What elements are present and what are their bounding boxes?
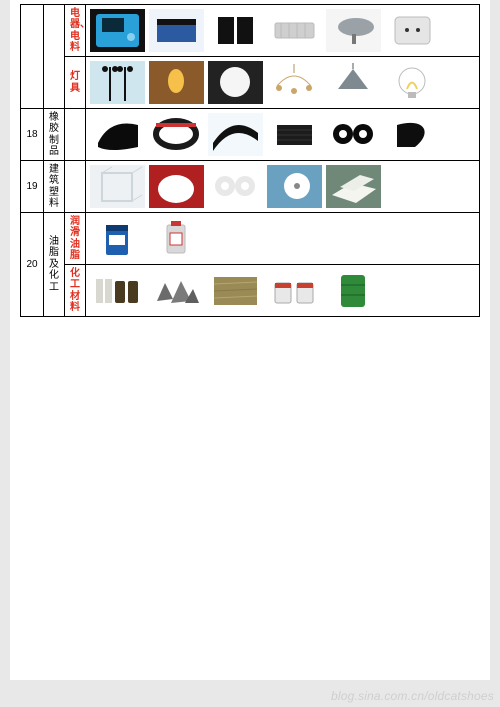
subcategory-name: 灯具 (65, 57, 86, 109)
ptfe-gaskets-thumb (208, 165, 263, 208)
table-row: 电器、电料 (21, 5, 480, 57)
wall-lamp-thumb (149, 61, 204, 104)
rubber-sheet-thumb (90, 113, 145, 156)
category-table: 电器、电料灯具18橡胶制品19建筑塑料20油脂及化工润滑油脂化工材料 (20, 4, 480, 317)
empty-2-thumb (267, 217, 322, 260)
foam-boards-thumb (326, 165, 381, 208)
row-number: 20 (21, 213, 44, 317)
category-name: 油脂及化工 (44, 213, 65, 317)
row-number: 18 (21, 109, 44, 161)
acrylic-box-thumb (90, 165, 145, 208)
rubber-mat-thumb (267, 113, 322, 156)
image-cell (86, 109, 480, 161)
subcategory-name: 润滑油脂 (65, 213, 86, 265)
category-name (44, 5, 65, 109)
empty-1-thumb (208, 217, 263, 260)
terminal-block-blue-thumb (149, 9, 204, 52)
paint-cans-thumb (267, 269, 322, 312)
plastic-pellets-thumb (149, 165, 204, 208)
fiber-mat-thumb (208, 269, 263, 312)
crushed-stone-thumb (149, 269, 204, 312)
image-cell (86, 57, 480, 109)
ceiling-round-thumb (208, 61, 263, 104)
page: 电器、电料灯具18橡胶制品19建筑塑料20油脂及化工润滑油脂化工材料 (10, 0, 490, 680)
oil-can-white-thumb (149, 217, 204, 260)
bulb-thumb (385, 61, 440, 104)
drum-green-thumb (326, 269, 381, 312)
category-name: 建筑塑料 (44, 161, 65, 213)
chandelier-thumb (267, 61, 322, 104)
row-number: 19 (21, 161, 44, 213)
wall-socket-thumb (385, 9, 440, 52)
subcategory-name: 电器、电料 (65, 5, 86, 57)
image-cell (86, 5, 480, 57)
table-row: 20油脂及化工润滑油脂 (21, 213, 480, 265)
subcategory-name (65, 161, 86, 213)
table-row: 化工材料 (21, 265, 480, 317)
image-cell (86, 265, 480, 317)
ct-block-thumb (208, 9, 263, 52)
subcategory-name (65, 109, 86, 161)
oil-bucket-blue-thumb (90, 217, 145, 260)
gasket-rings-thumb (326, 113, 381, 156)
connector-white-thumb (267, 9, 322, 52)
table-row: 18橡胶制品 (21, 109, 480, 161)
pendant-shade-thumb (326, 61, 381, 104)
v-belt-thumb (149, 113, 204, 156)
image-cell (86, 213, 480, 265)
category-name: 橡胶制品 (44, 109, 65, 161)
row-number (21, 5, 44, 109)
subcategory-name: 化工材料 (65, 265, 86, 317)
rubber-roll-thumb (385, 113, 440, 156)
rubber-strip-thumb (208, 113, 263, 156)
reagent-bottles-thumb (90, 269, 145, 312)
street-lamp-thumb (90, 61, 145, 104)
plastic-pulley-thumb (267, 165, 322, 208)
spotlight-thumb (326, 9, 381, 52)
table-row: 灯具 (21, 57, 480, 109)
watermark: blog.sina.com.cn/oldcatshoes (331, 689, 494, 703)
image-cell (86, 161, 480, 213)
table-row: 19建筑塑料 (21, 161, 480, 213)
meter-device-thumb (90, 9, 145, 52)
